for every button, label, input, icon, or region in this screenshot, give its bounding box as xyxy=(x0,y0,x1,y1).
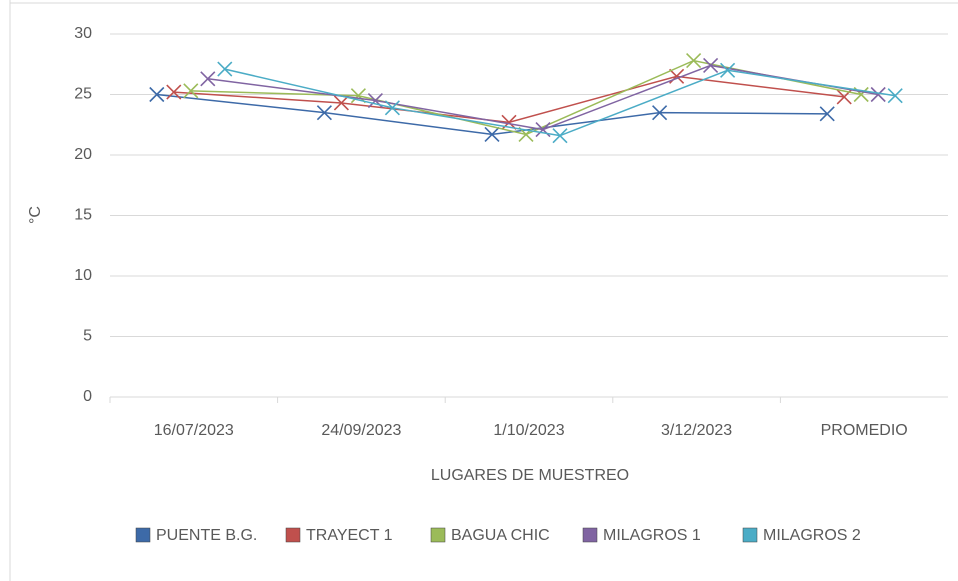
legend-swatch xyxy=(430,527,446,543)
marker xyxy=(316,105,332,121)
legend-swatch xyxy=(742,527,758,543)
legend-swatch xyxy=(135,527,151,543)
legend-swatch xyxy=(582,527,598,543)
legend-label: MILAGROS 2 xyxy=(763,527,861,544)
x-tick-label: 1/10/2023 xyxy=(493,422,564,439)
marker-x xyxy=(552,128,568,144)
marker-x xyxy=(316,105,332,121)
marker xyxy=(384,100,400,116)
x-tick-label: 3/12/2023 xyxy=(661,422,732,439)
marker xyxy=(217,61,233,77)
marker xyxy=(887,88,903,104)
y-tick-label: 30 xyxy=(74,25,92,42)
marker-x xyxy=(200,71,216,87)
marker xyxy=(333,95,349,111)
series-line xyxy=(156,93,828,136)
legend-swatch xyxy=(285,527,301,543)
marker-x xyxy=(720,62,736,78)
marker xyxy=(552,128,568,144)
legend-label: MILAGROS 1 xyxy=(603,527,701,544)
y-tick-label: 15 xyxy=(74,207,92,224)
marker-x xyxy=(166,84,182,100)
marker-x xyxy=(384,100,400,116)
legend-label: PUENTE B.G. xyxy=(156,527,257,544)
y-axis-title: °C xyxy=(27,206,44,224)
marker-x xyxy=(887,88,903,104)
y-tick-label: 10 xyxy=(74,267,92,284)
x-tick-label: PROMEDIO xyxy=(821,422,908,439)
marker-x xyxy=(870,86,886,103)
marker-x xyxy=(149,86,165,103)
legend-label: BAGUA CHIC xyxy=(451,527,550,544)
marker-x xyxy=(819,106,835,122)
series-line xyxy=(207,64,879,131)
marker xyxy=(652,105,668,121)
legend-label: TRAYECT 1 xyxy=(306,527,393,544)
marker xyxy=(686,53,702,69)
marker-x xyxy=(652,105,668,121)
marker xyxy=(183,83,199,99)
series-line xyxy=(190,59,862,136)
y-tick-label: 25 xyxy=(74,86,92,103)
series-line xyxy=(173,75,845,124)
y-tick-label: 5 xyxy=(83,328,92,345)
x-axis-title: LUGARES DE MUESTREO xyxy=(431,467,629,484)
marker xyxy=(166,84,182,100)
marker xyxy=(819,106,835,122)
marker-x xyxy=(703,57,719,74)
y-tick-label: 0 xyxy=(83,388,92,405)
marker xyxy=(703,57,719,74)
marker-x xyxy=(484,126,500,142)
marker-x xyxy=(183,83,199,99)
marker-x xyxy=(217,61,233,77)
marker xyxy=(484,126,500,142)
x-tick-label: 16/07/2023 xyxy=(154,422,234,439)
marker xyxy=(200,71,216,87)
marker-x xyxy=(686,53,702,69)
marker xyxy=(870,86,886,103)
x-tick-label: 24/09/2023 xyxy=(321,422,401,439)
marker-x xyxy=(333,95,349,111)
marker xyxy=(720,62,736,78)
y-tick-label: 20 xyxy=(74,146,92,163)
marker xyxy=(149,86,165,103)
